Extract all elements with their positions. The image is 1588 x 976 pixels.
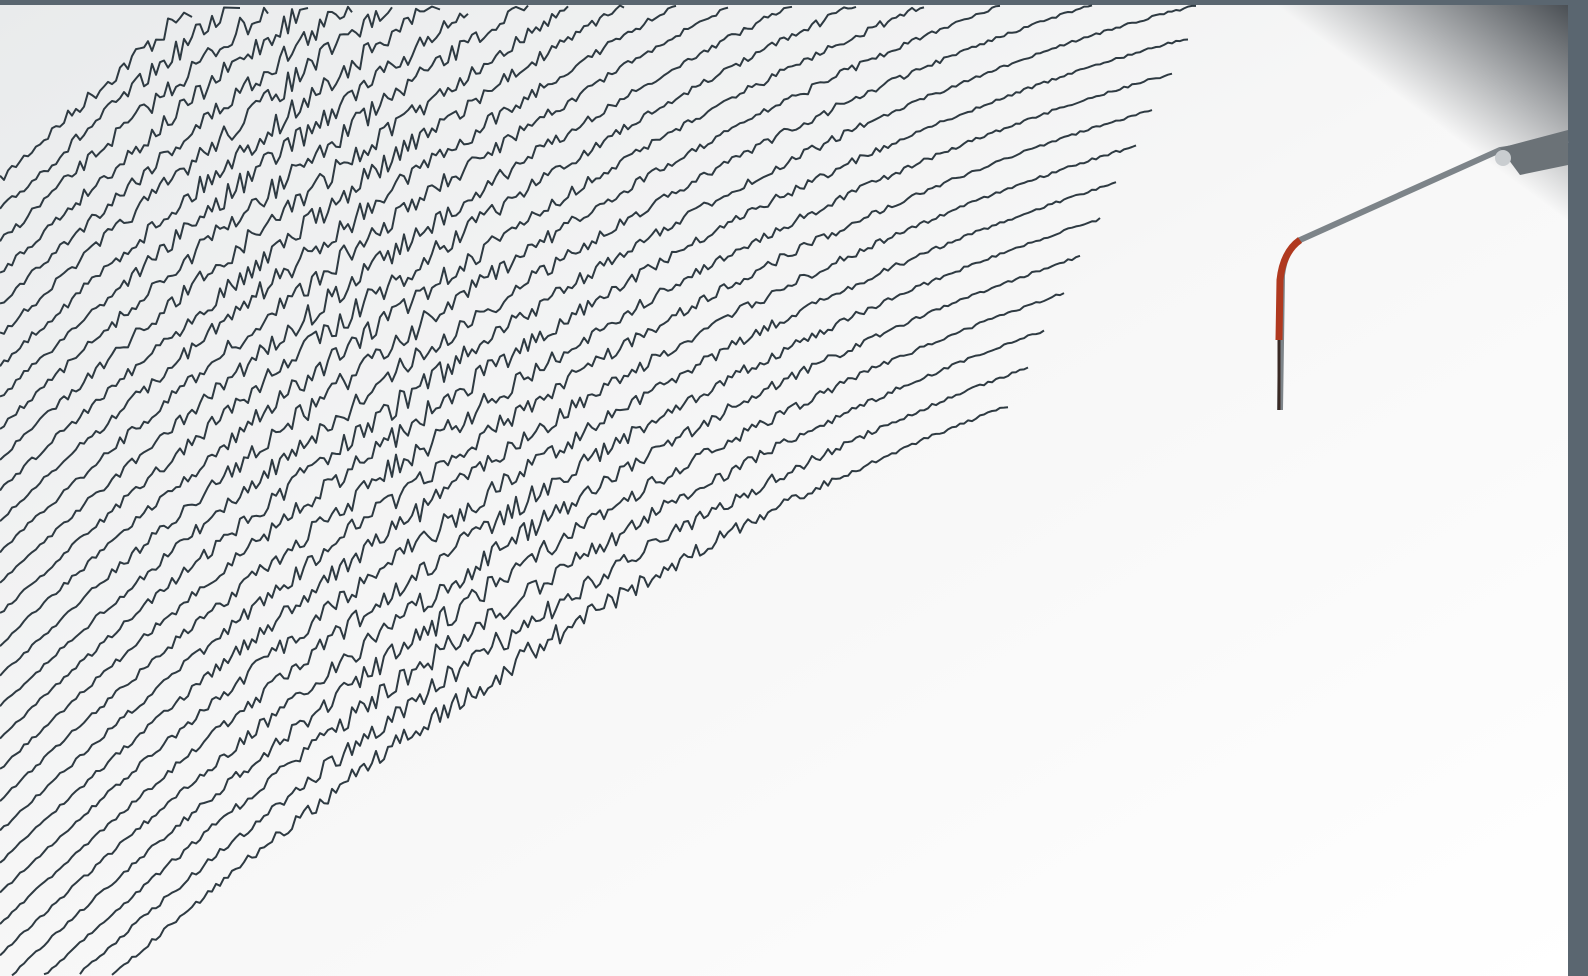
trace: [0, 12, 469, 398]
trace: [0, 217, 1101, 925]
trace: [0, 6, 241, 210]
trace: [0, 72, 1173, 802]
pen-ink: [1275, 237, 1303, 341]
trace: [0, 4, 1196, 740]
trace: [0, 5, 857, 614]
trace: [111, 406, 1009, 976]
trace: [0, 254, 1081, 957]
trace: [0, 4, 529, 430]
trace: [0, 6, 393, 335]
pen-joint: [1495, 150, 1511, 166]
trace: [0, 6, 925, 647]
trace: [0, 5, 441, 367]
trace: [0, 6, 269, 242]
trace: [0, 5, 569, 461]
trace: [0, 144, 1137, 864]
trace: [0, 6, 729, 554]
trace: [0, 109, 1153, 832]
trace: [0, 4, 1001, 677]
trace: [0, 4, 677, 522]
trace: [0, 5, 793, 584]
traces: [0, 4, 1196, 976]
trace: [11, 292, 1065, 976]
trace: [0, 38, 1189, 770]
trace: [0, 7, 309, 274]
trace: [0, 181, 1117, 894]
trace: [0, 11, 193, 181]
trace: [79, 366, 1029, 975]
pen-holder: [1500, 130, 1568, 175]
trace: [43, 329, 1045, 976]
trace: [0, 4, 1093, 707]
trace: [0, 4, 625, 492]
trace: [0, 5, 353, 305]
